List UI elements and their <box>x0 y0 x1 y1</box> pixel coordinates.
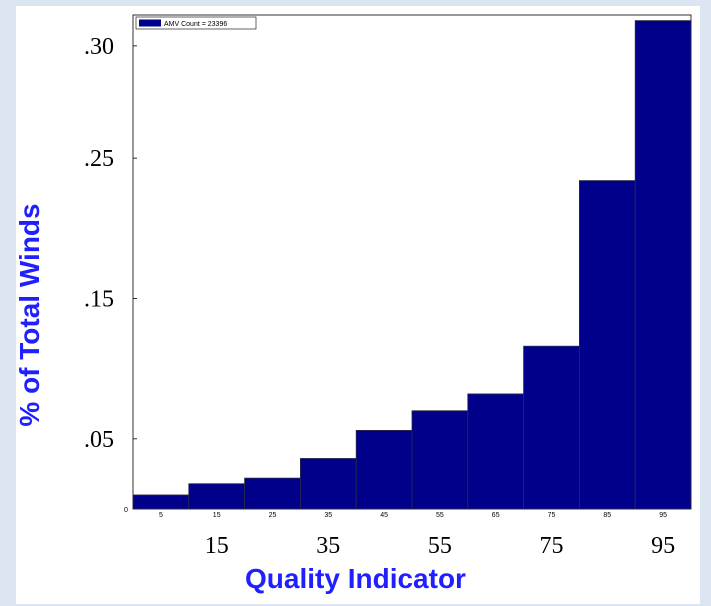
x-small-tick-45: 45 <box>380 512 388 519</box>
bar-95 <box>634 20 692 510</box>
y-axis-label: % of Total Winds <box>14 203 45 427</box>
bar-65 <box>467 393 524 510</box>
y-zero-label: 0 <box>124 507 128 514</box>
x-small-tick-85: 85 <box>603 512 611 519</box>
x-small-tick-65: 65 <box>492 512 500 519</box>
legend-label: AMV Count = 23396 <box>164 21 227 28</box>
x-tick-55: 55 <box>428 533 452 559</box>
x-small-tick-55: 55 <box>436 512 444 519</box>
x-axis-label: Quality Indicator <box>245 563 466 594</box>
bar-5 <box>132 494 190 510</box>
x-small-tick-95: 95 <box>659 512 667 519</box>
bar-85 <box>579 180 636 510</box>
x-tick-35: 35 <box>316 533 340 559</box>
y-tick-label: .30 <box>84 34 114 60</box>
bar-55 <box>411 410 469 510</box>
x-small-tick-75: 75 <box>548 512 556 519</box>
bar-15 <box>188 483 246 510</box>
legend-swatch <box>139 19 161 27</box>
bar-75 <box>523 345 580 510</box>
legend-box <box>135 16 257 30</box>
y-tick-label: .25 <box>84 146 114 172</box>
x-small-tick-35: 35 <box>324 512 332 519</box>
x-tick-75: 75 <box>540 533 564 559</box>
x-small-tick-15: 15 <box>213 512 221 519</box>
bar-35 <box>299 458 357 510</box>
bar-45 <box>355 430 413 510</box>
x-tick-15: 15 <box>205 533 229 559</box>
y-tick-label: .05 <box>84 427 114 453</box>
x-tick-95: 95 <box>651 533 675 559</box>
bar-25 <box>244 477 301 510</box>
x-small-tick-25: 25 <box>269 512 277 519</box>
x-small-tick-5: 5 <box>159 512 163 519</box>
y-tick-label: .15 <box>84 286 114 312</box>
